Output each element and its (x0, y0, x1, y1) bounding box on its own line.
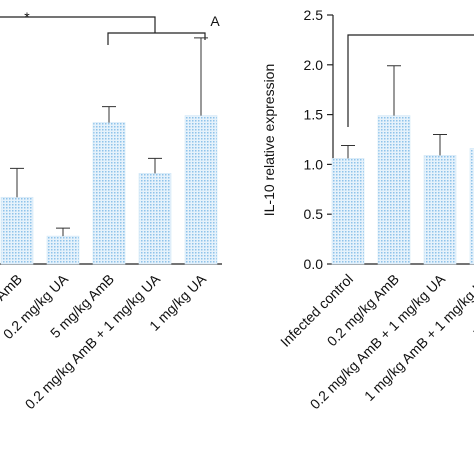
bar (331, 158, 365, 265)
bar (423, 155, 457, 265)
error-bar (10, 167, 24, 198)
error-bar (148, 157, 162, 174)
bar (469, 148, 474, 265)
bar (138, 173, 172, 265)
bar (377, 115, 411, 265)
error-bar (387, 65, 401, 116)
y-tick-label: 0.5 (304, 206, 324, 222)
bar (184, 115, 218, 265)
significance-bracket (0, 16, 206, 45)
error-bar (194, 37, 208, 116)
error-bar (341, 144, 355, 159)
bar (92, 122, 126, 265)
annotation: * (24, 9, 30, 25)
y-tick-label: 2.5 (304, 7, 324, 23)
annotation: A (210, 13, 220, 29)
significance-bracket (347, 34, 474, 127)
error-bar (102, 106, 116, 123)
bar (0, 196, 34, 265)
error-bar (56, 227, 70, 237)
y-tick-label: 2.0 (304, 57, 324, 73)
y-tick-label: 1.0 (304, 156, 324, 172)
y-tick-label: 0.0 (304, 256, 324, 272)
bar (46, 235, 80, 265)
y-tick-label: 1.5 (304, 107, 324, 123)
error-bar (433, 134, 447, 156)
y-axis-label: IL-10 relative expression (261, 64, 277, 217)
